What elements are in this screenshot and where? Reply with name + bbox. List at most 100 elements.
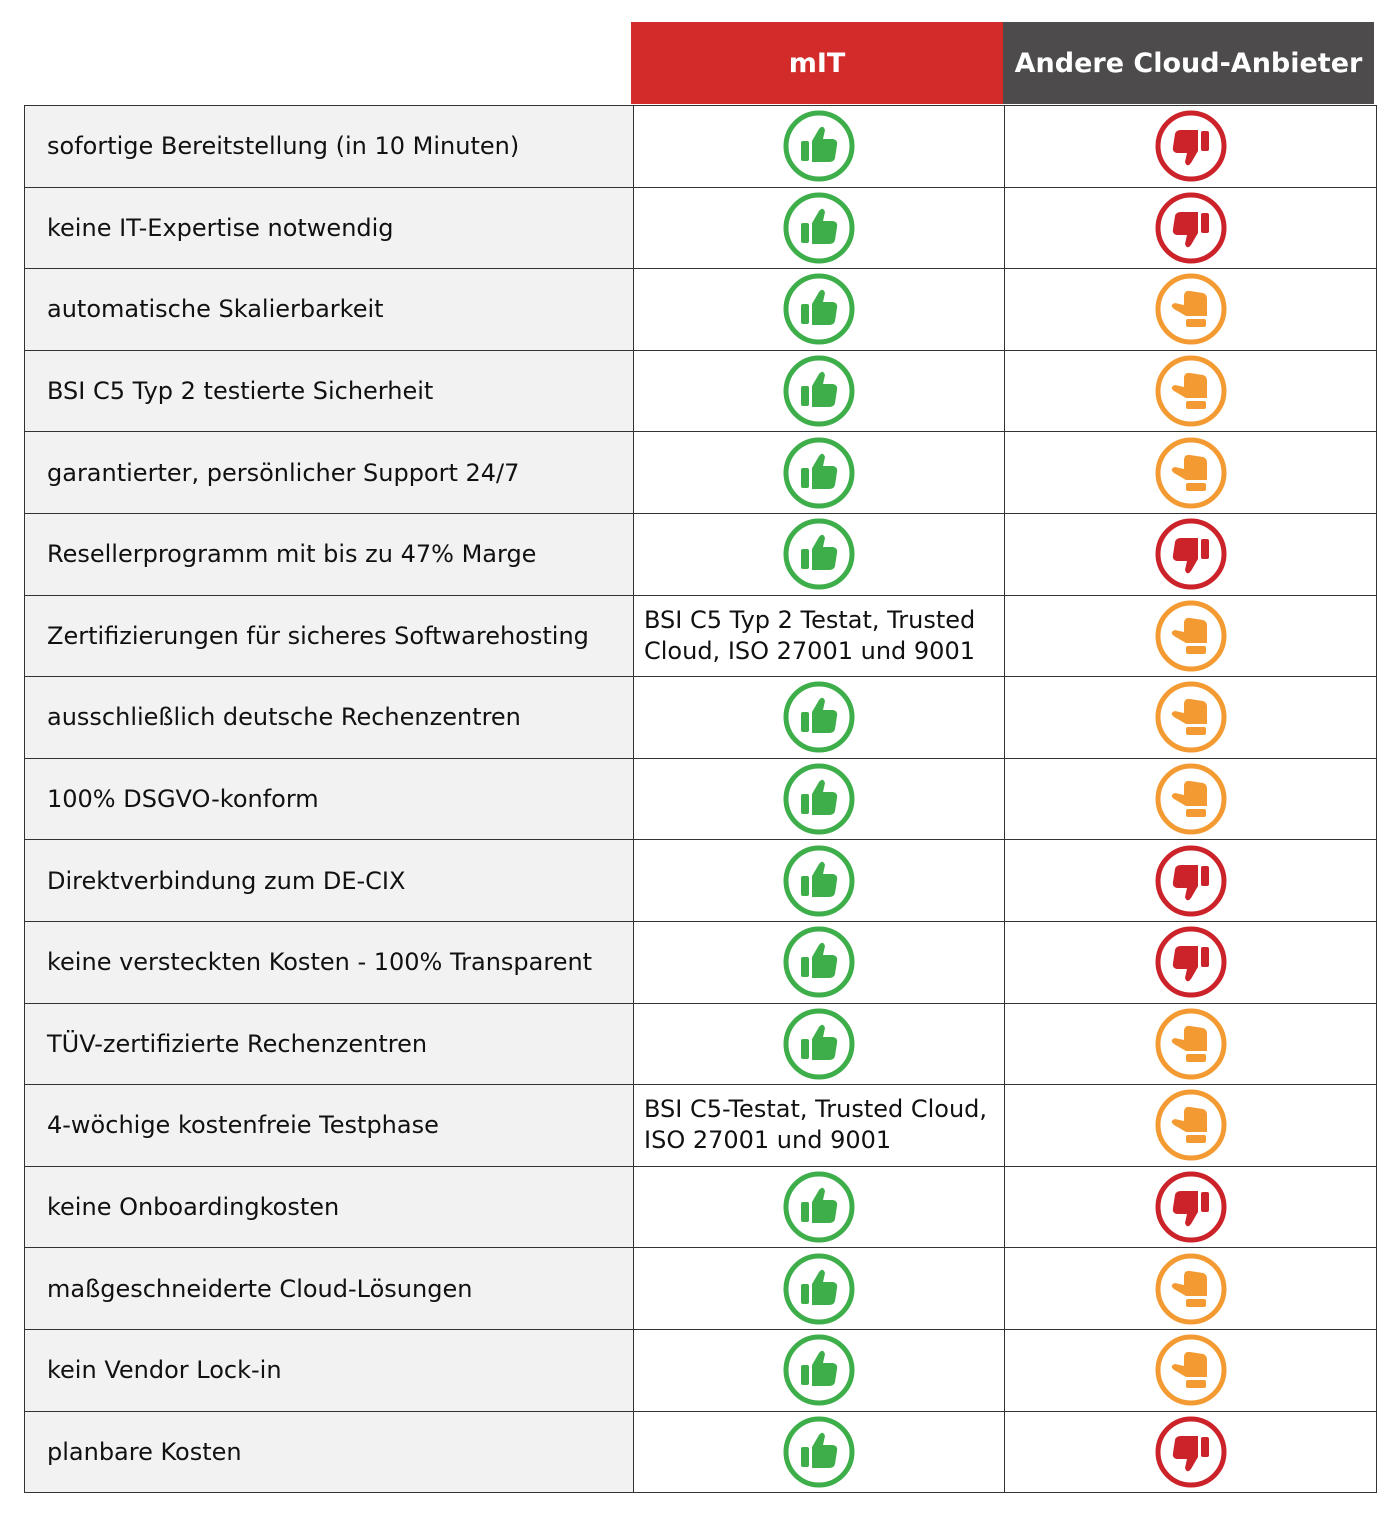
rating-icon [1155, 518, 1226, 590]
thumb-cuff [801, 1038, 809, 1059]
rating-cell [634, 187, 1005, 269]
rating-cell [1005, 1329, 1377, 1411]
rating-cell [634, 350, 1005, 432]
feature-label: ausschließlich deutsche Rechenzentren [47, 703, 521, 732]
thumb-hand [812, 208, 838, 244]
thumb-cuff [1185, 482, 1206, 491]
thumb-hand [1171, 372, 1207, 399]
header-cell: Andere Cloud-Anbieter [1003, 22, 1374, 104]
thumb [801, 127, 838, 163]
rating-cell [1005, 513, 1377, 595]
thumb-cuff [801, 1365, 809, 1386]
table-row: 4-wöchige kostenfreie Testphase BSI C5-Te… [25, 1085, 1377, 1167]
rating-cell: BSI C5-Testat, Trusted Cloud, ISO 27001 u… [634, 1085, 1005, 1166]
table-row: keine versteckten Kosten - 100% Transpar… [25, 921, 1377, 1004]
thumb-cuff [801, 1202, 809, 1223]
thumb [1171, 372, 1207, 410]
rating-cell [1005, 350, 1377, 432]
thumb-hand [812, 1024, 838, 1060]
thumb [1171, 291, 1207, 328]
thumb [801, 1432, 838, 1468]
thumb-cuff [1185, 1135, 1206, 1144]
thumb-hand [1171, 780, 1207, 807]
rating-cell [1005, 187, 1377, 269]
thumb-cuff [1200, 1192, 1209, 1213]
table-row: garantierter, persönlicher Support 24/7 [25, 432, 1377, 514]
thumb-hand [812, 1432, 838, 1468]
thumb-cuff [1185, 645, 1206, 654]
thumb [801, 208, 838, 244]
rating-icon [783, 926, 855, 998]
thumb [801, 861, 838, 897]
rating-icon [1155, 1171, 1226, 1243]
thumb-cuff [1185, 1298, 1206, 1307]
feature-label: keine versteckten Kosten - 100% Transpar… [47, 948, 593, 977]
thumb-hand [812, 698, 838, 734]
thumb-cuff [801, 386, 809, 407]
thumb-cuff [801, 712, 809, 733]
cell-text: BSI C5-Testat, Trusted Cloud, ISO 27001 u… [634, 1094, 1004, 1156]
rating-cell [1005, 921, 1377, 1003]
thumb-cuff [801, 467, 809, 488]
rating-cell [1005, 677, 1377, 758]
thumb-hand [812, 779, 838, 816]
thumb-hand [812, 371, 838, 408]
thumb-cuff [1185, 401, 1206, 410]
rating-icon [783, 355, 855, 427]
rating-icon [1155, 1008, 1226, 1080]
rating-cell [634, 921, 1005, 1003]
rating-icon [1155, 273, 1226, 345]
table-row: 100% DSGVO-konform [25, 758, 1377, 841]
rating-icon [1155, 1416, 1226, 1488]
thumb [1171, 1025, 1207, 1062]
rating-cell [634, 1003, 1005, 1085]
thumb-hand [1171, 1270, 1207, 1296]
feature-label: garantierter, persönlicher Support 24/7 [47, 458, 520, 487]
thumb-hand [1171, 1107, 1207, 1133]
rating-cell [1005, 106, 1377, 187]
feature-cell: BSI C5 Typ 2 testierte Sicherheit [25, 350, 634, 432]
thumb [801, 1024, 838, 1060]
cell-text-line: BSI C5 Typ 2 Testat, Trusted [644, 605, 976, 634]
rating-icon [783, 437, 855, 509]
thumb-cuff [801, 957, 809, 978]
table-row: keine IT-Expertise notwendig [25, 187, 1377, 270]
feature-label: automatische Skalierbarkeit [47, 295, 384, 324]
thumb-cuff [1200, 539, 1209, 560]
header-text: mIT [788, 47, 846, 79]
feature-cell: Resellerprogramm mit bis zu 47% Marge [25, 513, 634, 595]
table-row: ausschließlich deutsche Rechenzentren [25, 677, 1377, 759]
thumb-hand [812, 1187, 838, 1224]
thumb-hand [812, 1350, 838, 1387]
table-row: Zertifizierungen für sicheres Softwareho… [25, 595, 1377, 678]
feature-label: Zertifizierungen für sicheres Softwareho… [47, 621, 589, 650]
feature-cell: keine Onboardingkosten [25, 1166, 634, 1248]
feature-cell: Direktverbindung zum DE-CIX [25, 840, 634, 921]
feature-label: 100% DSGVO-konform [47, 785, 319, 814]
thumb-hand [1172, 1191, 1198, 1227]
thumb [1172, 864, 1209, 900]
thumb [1172, 538, 1209, 574]
thumb [1172, 946, 1209, 982]
feature-cell: keine versteckten Kosten - 100% Transpar… [25, 921, 634, 1003]
thumb-cuff [801, 875, 809, 896]
rating-icon [783, 1008, 855, 1080]
thumb [1171, 780, 1207, 818]
rating-cell [634, 432, 1005, 513]
table-row: keine Onboardingkosten [25, 1166, 1377, 1249]
thumb [1171, 454, 1207, 491]
rating-cell [1005, 1411, 1377, 1493]
rating-icon [783, 1171, 855, 1243]
rating-cell [634, 1248, 1005, 1329]
thumb-cuff [801, 1446, 809, 1467]
thumb-cuff [1200, 212, 1209, 233]
cell-text-line: BSI C5-Testat, Trusted Cloud, [644, 1095, 988, 1124]
rating-cell [634, 269, 1005, 350]
feature-label: maßgeschneiderte Cloud-Lösungen [47, 1274, 473, 1303]
feature-label: 4-wöchige kostenfreie Testphase [47, 1111, 439, 1140]
cell-text-line: Cloud, ISO 27001 und 9001 [644, 636, 975, 665]
table-row: Direktverbindung zum DE-CIX [25, 840, 1377, 922]
thumb-cuff [1185, 1380, 1206, 1389]
rating-icon [783, 845, 855, 917]
